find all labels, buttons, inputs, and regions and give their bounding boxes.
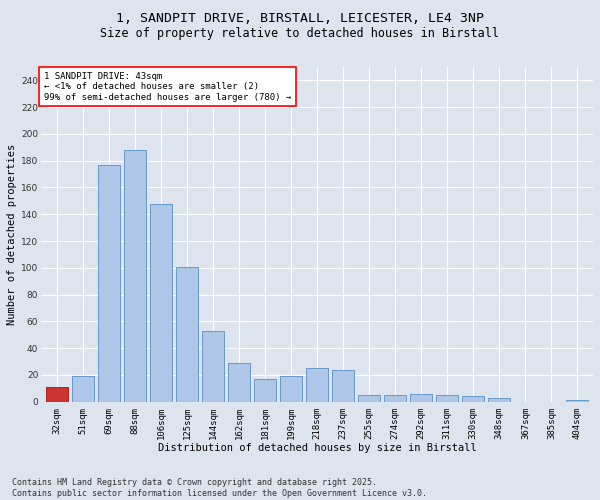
Bar <box>410 394 432 402</box>
Y-axis label: Number of detached properties: Number of detached properties <box>7 144 17 325</box>
Text: 1 SANDPIT DRIVE: 43sqm
← <1% of detached houses are smaller (2)
99% of semi-deta: 1 SANDPIT DRIVE: 43sqm ← <1% of detached… <box>44 72 291 102</box>
Bar <box>488 398 511 402</box>
Bar <box>124 150 146 402</box>
Text: Size of property relative to detached houses in Birstall: Size of property relative to detached ho… <box>101 28 499 40</box>
Bar <box>176 266 198 402</box>
X-axis label: Distribution of detached houses by size in Birstall: Distribution of detached houses by size … <box>158 443 476 453</box>
Bar <box>72 376 94 402</box>
Bar <box>46 387 68 402</box>
Bar <box>332 370 354 402</box>
Bar <box>384 395 406 402</box>
Text: 1, SANDPIT DRIVE, BIRSTALL, LEICESTER, LE4 3NP: 1, SANDPIT DRIVE, BIRSTALL, LEICESTER, L… <box>116 12 484 26</box>
Bar <box>358 395 380 402</box>
Bar <box>280 376 302 402</box>
Text: Contains HM Land Registry data © Crown copyright and database right 2025.
Contai: Contains HM Land Registry data © Crown c… <box>12 478 427 498</box>
Bar <box>150 204 172 402</box>
Bar <box>566 400 589 402</box>
Bar <box>436 395 458 402</box>
Bar <box>306 368 328 402</box>
Bar <box>228 363 250 402</box>
Bar <box>98 164 120 402</box>
Bar <box>202 331 224 402</box>
Bar <box>462 396 484 402</box>
Bar <box>254 379 276 402</box>
